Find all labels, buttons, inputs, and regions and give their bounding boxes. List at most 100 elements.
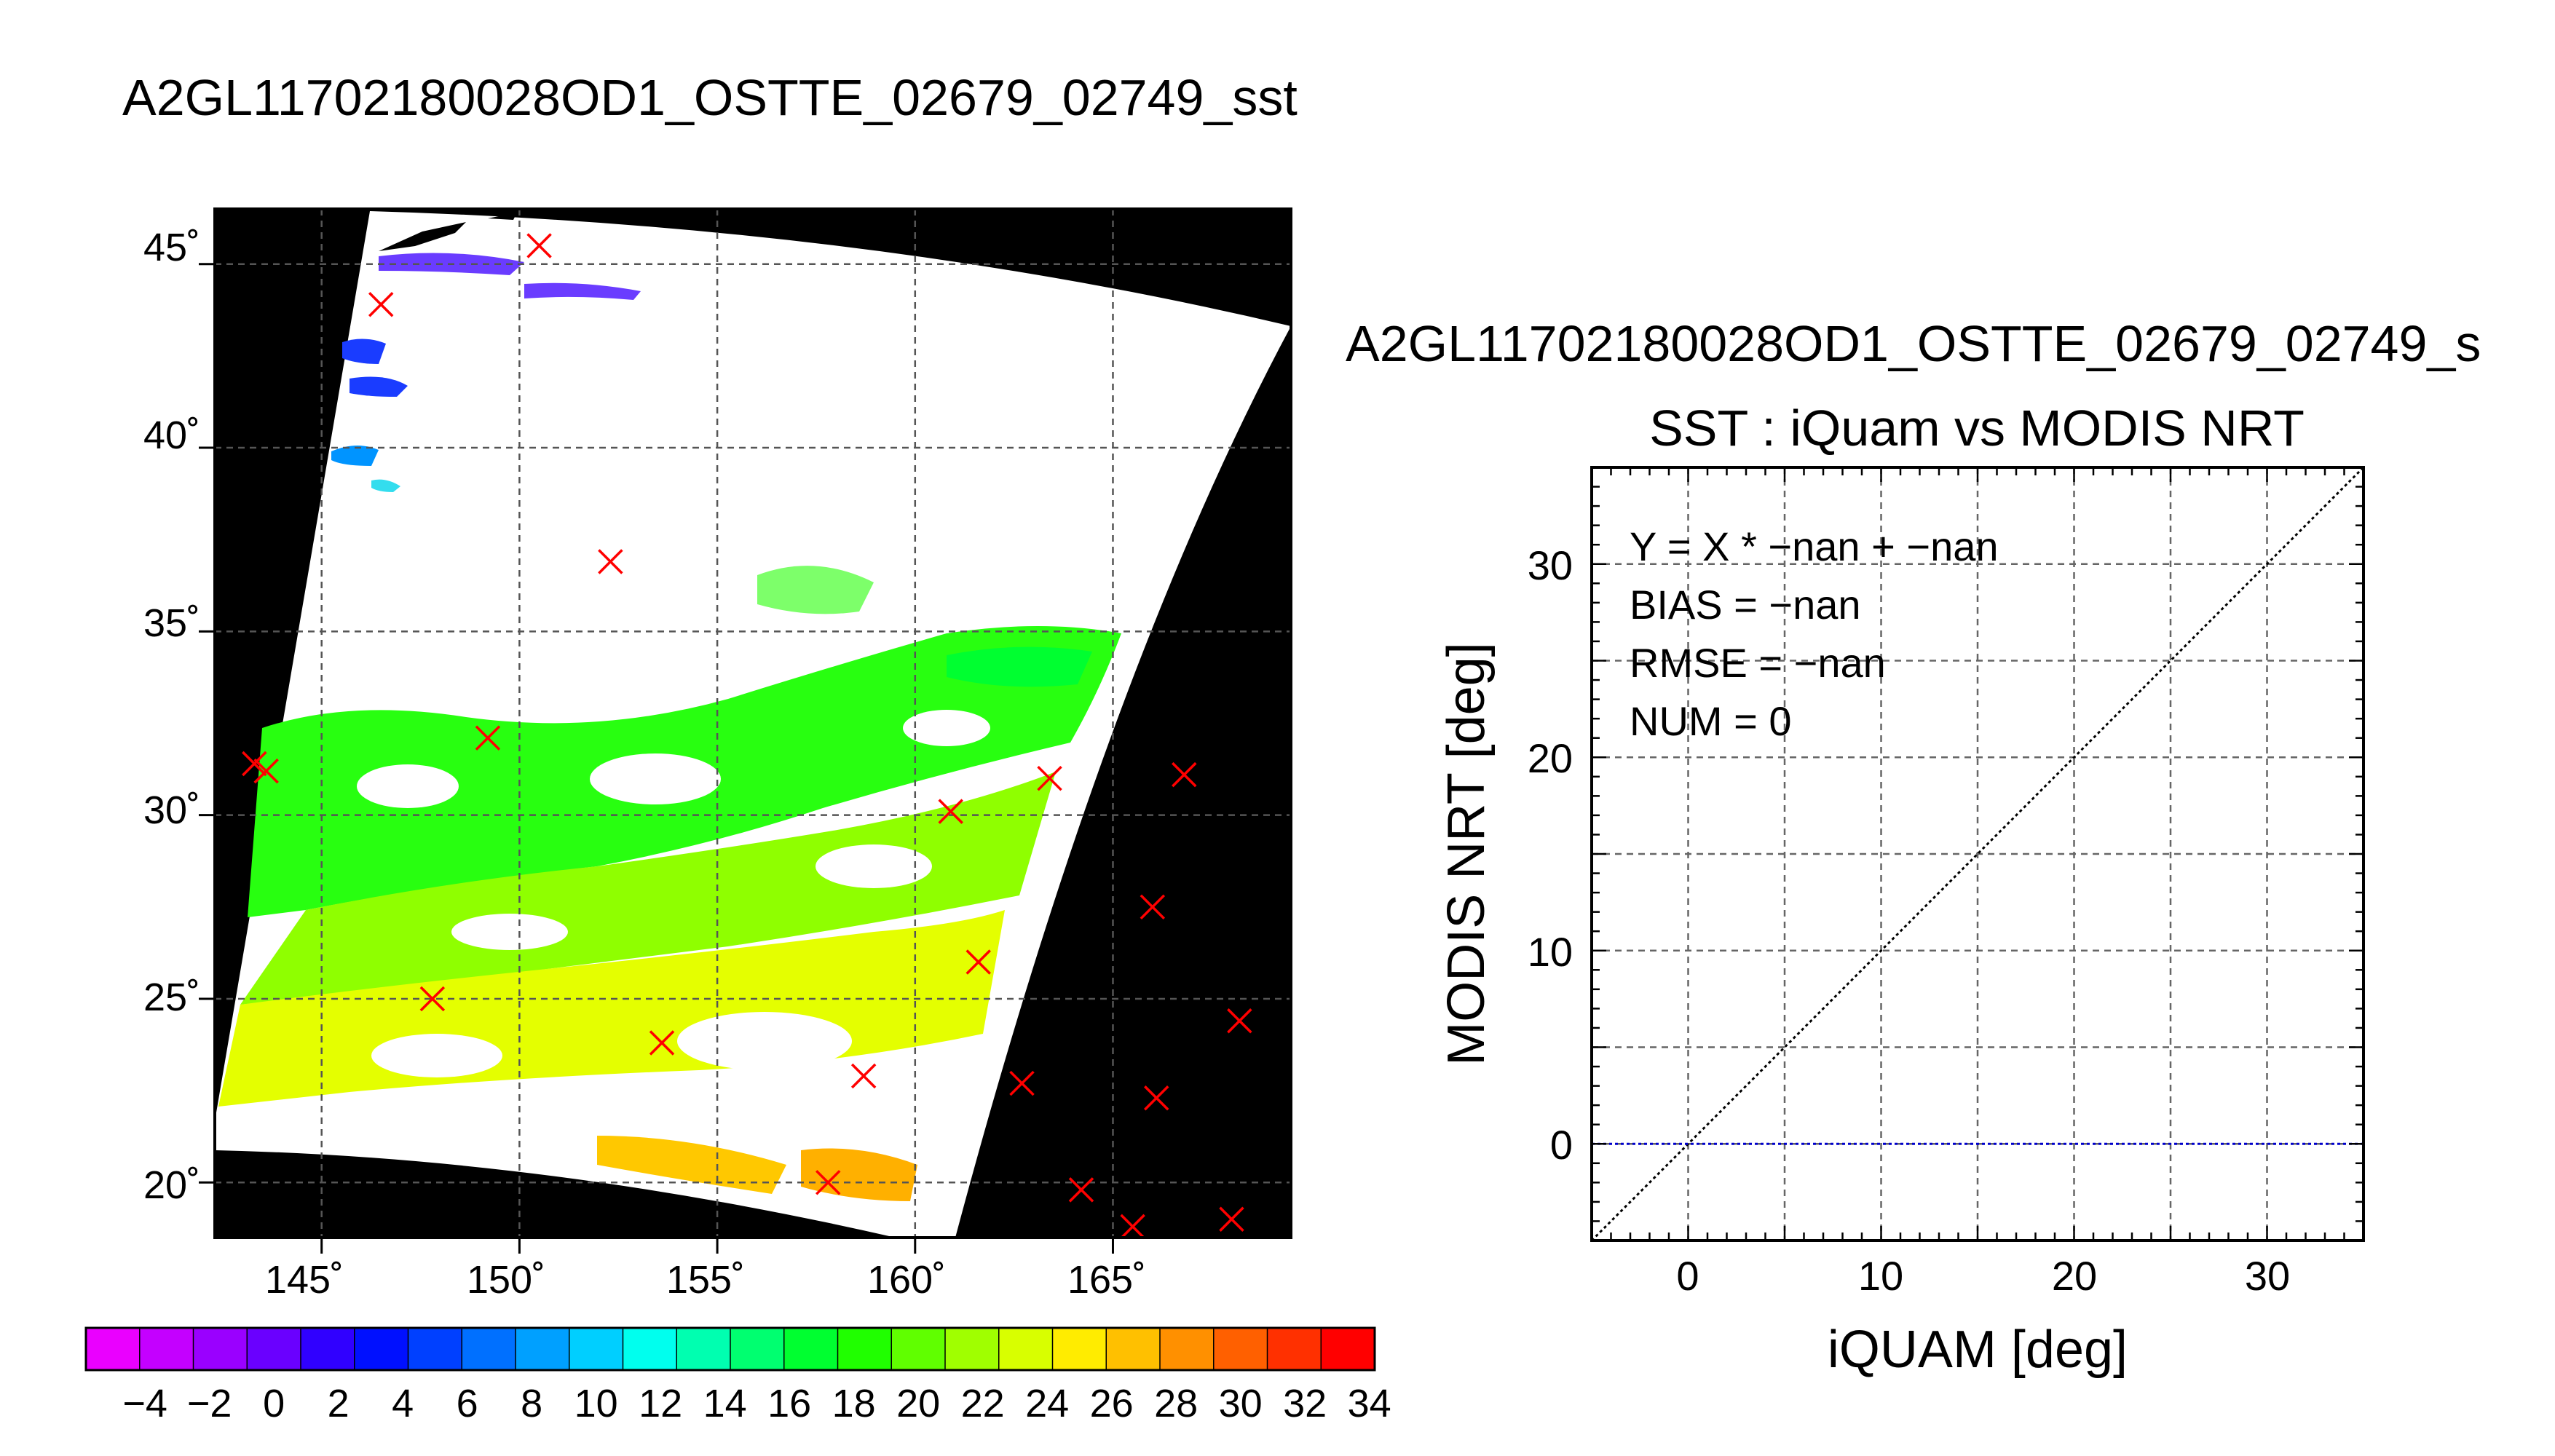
colorbar-cell: [569, 1328, 624, 1370]
sst-lightblue: [331, 445, 400, 492]
colorbar-cell: [837, 1328, 892, 1370]
colorbar-cell: [676, 1328, 731, 1370]
colorbar-ticks: −4 −2 0 2 4 6 8 10 12 14 16 18 20 22 24 26 28 30 32 34: [122, 1382, 1391, 1425]
colorbar-tick-label: 18: [832, 1382, 876, 1425]
colorbar-cell: [301, 1328, 355, 1370]
colorbar-tick-label: 24: [1025, 1382, 1069, 1425]
y-tick-label: 0: [1550, 1122, 1573, 1168]
colorbar-tick-label: 22: [961, 1382, 1005, 1425]
obs-marker: [1120, 1214, 1145, 1240]
scatter-header: A2GL11702180028OD1_OSTTE_02679_02749_s: [1346, 315, 2481, 372]
x-tick-label: 0: [1676, 1253, 1699, 1299]
lat-label: 40˚: [143, 414, 200, 457]
colorbar-cells: [86, 1328, 1375, 1370]
obs-marker: [1037, 765, 1062, 791]
colorbar-cell: [408, 1328, 462, 1370]
map-grid: [199, 209, 1291, 1254]
colorbar-cell: [516, 1328, 570, 1370]
land: [488, 213, 517, 220]
obs-marker: [965, 949, 991, 975]
lon-labels: 145˚ 150˚ 155˚ 160˚ 165˚: [265, 1258, 1146, 1302]
colorbar-tick-label: 32: [1283, 1382, 1327, 1425]
map-title: A2GL11702180028OD1_OSTTE_02679_02749_sst: [122, 69, 1298, 126]
x-tick-label: 10: [1858, 1253, 1903, 1299]
land: [379, 222, 466, 251]
sst-field: [218, 213, 1121, 1201]
colorbar-tick-label: 6: [457, 1382, 478, 1425]
obs-marker: [419, 986, 446, 1012]
y-tick-label: 20: [1528, 735, 1573, 781]
lat-label: 20˚: [143, 1163, 200, 1207]
lon-label: 145˚: [265, 1258, 344, 1302]
colorbar-cell: [247, 1328, 301, 1370]
y-tick-label: 30: [1528, 542, 1573, 588]
cloud-gaps: [357, 710, 990, 1077]
colorbar-tick-label: 34: [1348, 1382, 1391, 1425]
map-frame: [213, 207, 1292, 1239]
colorbar-tick-label: 12: [639, 1382, 682, 1425]
colorbar-cell: [139, 1328, 194, 1370]
lat-label: 30˚: [143, 788, 200, 832]
obs-marker: [368, 291, 394, 317]
colorbar-cell: [462, 1328, 516, 1370]
y-axis-label: MODIS NRT [deg]: [1437, 642, 1496, 1066]
colorbar-cell: [1213, 1328, 1268, 1370]
colorbar-tick-label: 28: [1154, 1382, 1198, 1425]
obs-marker: [598, 549, 623, 574]
colorbar-frame: [84, 1326, 1376, 1372]
lat-label: 35˚: [143, 601, 200, 645]
x-tick-label: 30: [2245, 1253, 2290, 1299]
colorbar-tick-label: −4: [122, 1382, 167, 1425]
colorbar-cell: [354, 1328, 409, 1370]
obs-marker: [938, 799, 963, 824]
x-tick-labels: 0 10 20 30: [1676, 1253, 2290, 1299]
colorbar-tick-label: 10: [574, 1382, 618, 1425]
obs-marker: [816, 1170, 841, 1195]
lat-labels: 45˚ 40˚ 35˚ 30˚ 25˚ 20˚: [143, 226, 200, 1207]
sst-yellowgreen: [240, 772, 1056, 1005]
sst-blue: [342, 339, 408, 397]
lon-label: 155˚: [666, 1258, 745, 1302]
map-markers: [242, 233, 1252, 1240]
scatter-minor-ticks: [1590, 466, 2365, 1242]
stats-block: Y = X * −nan + −nan BIAS = −nan RMSE = −…: [1630, 523, 1999, 744]
colorbar-cell: [730, 1328, 785, 1370]
colorbar-cell: [1106, 1328, 1161, 1370]
colorbar-tick-label: 8: [521, 1382, 542, 1425]
obs-marker: [850, 1063, 877, 1089]
colorbar-tick-label: 20: [896, 1382, 940, 1425]
stats-line: BIAS = −nan: [1630, 582, 1861, 628]
lon-label: 150˚: [467, 1258, 545, 1302]
colorbar-cell: [1267, 1328, 1322, 1370]
colorbar-cell: [945, 1328, 1000, 1370]
stats-line: Y = X * −nan + −nan: [1630, 523, 1999, 569]
scatter-lines: [1590, 466, 2365, 1242]
obs-marker: [1140, 894, 1166, 920]
colorbar-cell: [623, 1328, 677, 1370]
colorbar-cell: [998, 1328, 1054, 1370]
x-tick-label: 20: [2052, 1253, 2097, 1299]
lat-label: 45˚: [143, 226, 200, 269]
colorbar-cell: [1052, 1328, 1107, 1370]
colorbar-tick-label: 30: [1219, 1382, 1263, 1425]
colorbar-tick-label: −2: [187, 1382, 232, 1425]
colorbar-cell: [783, 1328, 839, 1370]
obs-marker: [1068, 1177, 1094, 1203]
sst-orange: [597, 1136, 917, 1201]
lon-label: 165˚: [1067, 1258, 1146, 1302]
colorbar-tick-label: 16: [767, 1382, 811, 1425]
obs-marker: [1219, 1206, 1244, 1233]
obs-marker: [242, 751, 267, 777]
obs-marker: [649, 1030, 675, 1056]
obs-marker: [1172, 761, 1197, 788]
lon-label: 160˚: [867, 1258, 946, 1302]
scatter-title: SST : iQuam vs MODIS NRT: [1649, 400, 2305, 456]
colorbar: −4 −2 0 2 4 6 8 10 12 14 16 18 20 22 24 26 28 30 32 34: [84, 1326, 1391, 1425]
colorbar-cell: [891, 1328, 946, 1370]
map-panel: 45˚ 40˚ 35˚ 30˚ 25˚ 20˚ 145˚ 150˚ 155˚ 1…: [143, 207, 1292, 1302]
obs-marker: [1227, 1008, 1252, 1034]
colorbar-cell: [86, 1328, 141, 1370]
obs-marker: [253, 758, 279, 784]
obs-marker: [1144, 1085, 1169, 1111]
